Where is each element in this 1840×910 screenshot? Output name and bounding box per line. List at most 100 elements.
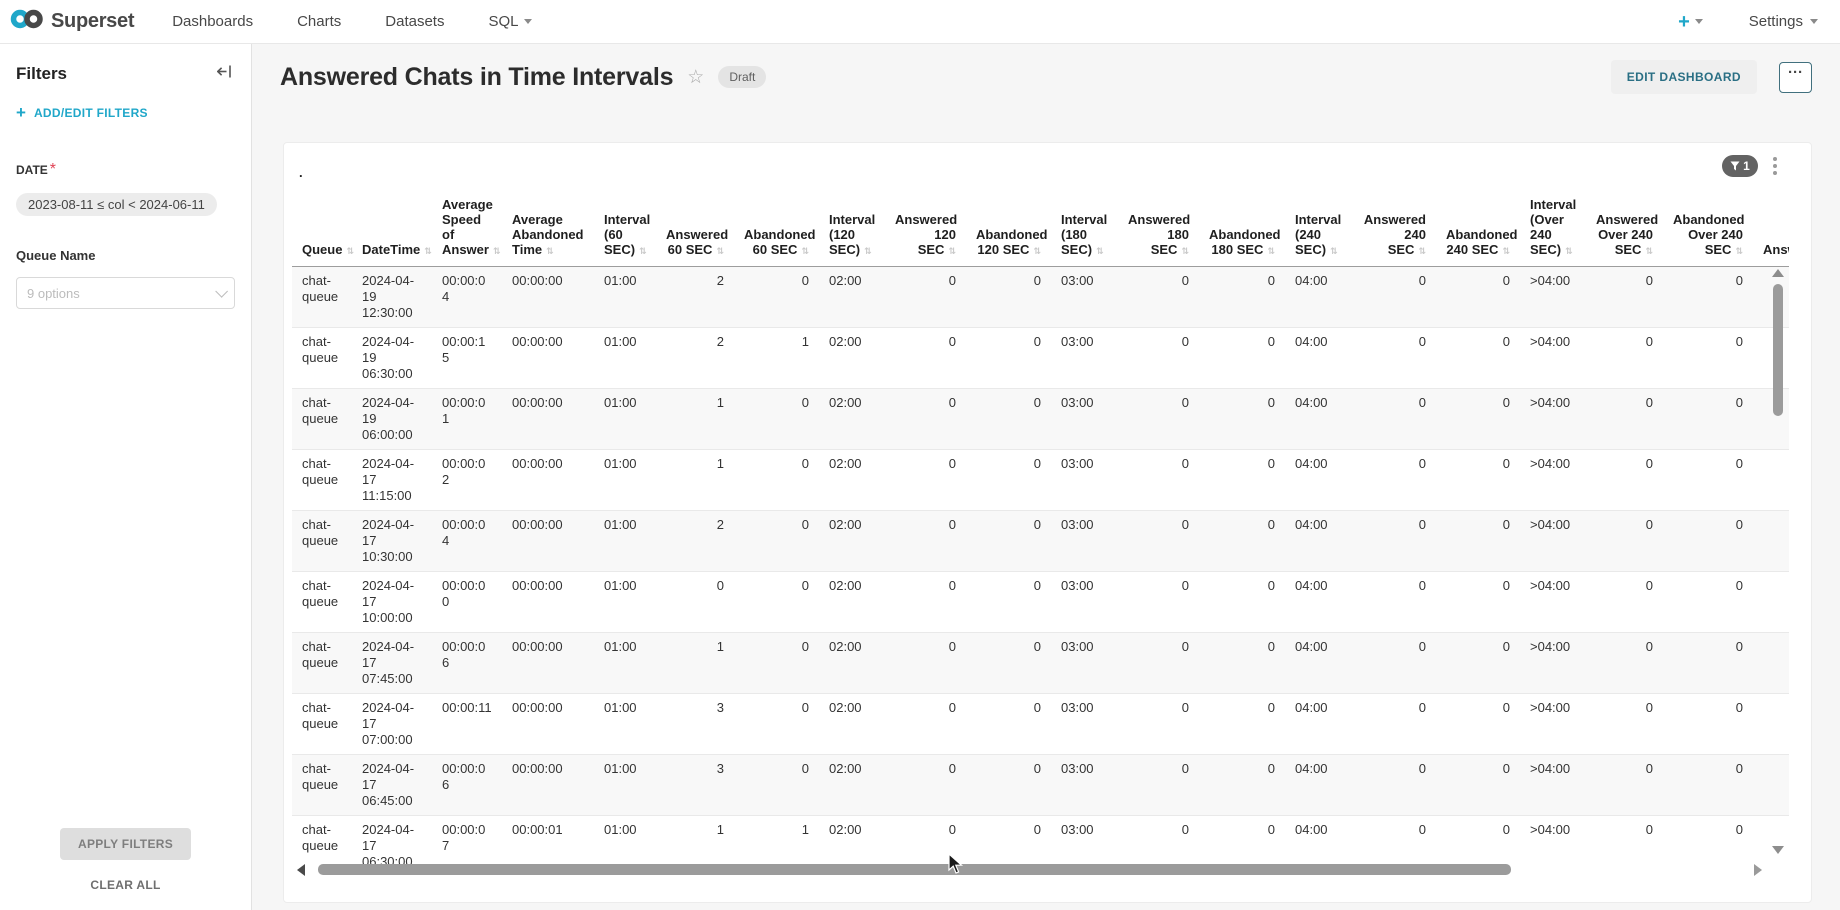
column-header-answered-240-sec[interactable]: Answered 240 SEC ⇅: [1353, 191, 1436, 267]
table-cell: 0: [885, 327, 966, 389]
filter-count-value: 1: [1743, 159, 1750, 173]
column-header-abandoned-240-sec[interactable]: Abandoned 240 SEC ⇅: [1436, 191, 1520, 267]
column-header-abandoned-over-240-sec[interactable]: Abandoned Over 240 SEC ⇅: [1663, 191, 1753, 267]
column-header-average-speed-of-answer[interactable]: Average Speed of Answer ⇅: [432, 191, 502, 267]
table-cell: [1753, 449, 1789, 511]
sort-icon[interactable]: ⇅: [546, 247, 554, 257]
table-cell: 0: [1586, 449, 1663, 511]
column-header-datetime[interactable]: DateTime ⇅: [352, 191, 432, 267]
table-cell: 2024-04- 19 06:30:00: [352, 327, 432, 389]
nav-right: + Settings: [1678, 12, 1840, 32]
column-header-interval-240-sec-[interactable]: Interval (240 SEC) ⇅: [1285, 191, 1353, 267]
table-cell: 00:00:00: [502, 754, 594, 816]
sort-icon[interactable]: ⇅: [948, 247, 956, 257]
table-cell: 0: [1118, 815, 1199, 864]
column-header-answered-120-sec[interactable]: Answered 120 SEC ⇅: [885, 191, 966, 267]
column-header-interval-120-sec-[interactable]: Interval (120 SEC) ⇅: [819, 191, 885, 267]
table-cell: 02:00: [819, 571, 885, 633]
sort-icon[interactable]: ⇅: [639, 247, 647, 257]
column-header-abandoned-180-sec[interactable]: Abandoned 180 SEC ⇅: [1199, 191, 1285, 267]
column-header-abandoned-60-sec[interactable]: Abandoned 60 SEC ⇅: [734, 191, 819, 267]
nav-item-charts[interactable]: Charts: [297, 13, 342, 30]
apply-filters-button[interactable]: APPLY FILTERS: [59, 828, 192, 860]
add-edit-filters-button[interactable]: + ADD/EDIT FILTERS: [0, 84, 251, 121]
table-cell: 03:00: [1051, 571, 1118, 633]
table-cell: 00:00:00: [502, 327, 594, 389]
scroll-down-arrow[interactable]: [1772, 846, 1784, 854]
favorite-star-icon[interactable]: ☆: [687, 66, 705, 88]
sort-icon[interactable]: ⇅: [864, 247, 872, 257]
table-cell: 00:00:00: [502, 388, 594, 450]
scroll-right-arrow[interactable]: [1754, 864, 1762, 876]
column-header-answered[interactable]: Answered⇅: [1753, 191, 1789, 267]
column-header-answered-180-sec[interactable]: Answered 180 SEC ⇅: [1118, 191, 1199, 267]
edit-dashboard-button[interactable]: EDIT DASHBOARD: [1610, 60, 1757, 94]
sort-icon[interactable]: ⇅: [424, 247, 432, 257]
table-cell: [1753, 632, 1789, 694]
table-cell: 0: [1353, 632, 1436, 694]
column-header-queue[interactable]: Queue ⇅: [292, 191, 355, 267]
table-cell: 01:00: [594, 388, 656, 450]
column-header-abandoned-120-sec[interactable]: Abandoned 120 SEC ⇅: [966, 191, 1051, 267]
queue-filter-label: Queue Name: [16, 248, 96, 263]
scroll-left-arrow[interactable]: [297, 864, 305, 876]
nav-item-dashboards[interactable]: Dashboards: [172, 13, 254, 30]
sort-icon[interactable]: ⇅: [492, 247, 501, 257]
sort-icon[interactable]: ⇅: [346, 247, 355, 257]
table-cell: 0: [1436, 815, 1520, 864]
nav-item-sql[interactable]: SQL: [488, 13, 533, 30]
column-header-answered-over-240-sec[interactable]: Answered Over 240 SEC ⇅: [1586, 191, 1663, 267]
column-header-interval-over-240-sec-[interactable]: Interval (Over 240 SEC) ⇅: [1520, 191, 1586, 267]
table-cell: 0: [1199, 754, 1285, 816]
sort-icon[interactable]: ⇅: [1502, 247, 1510, 257]
table-cell: 2: [656, 510, 734, 572]
sort-icon[interactable]: ⇅: [1033, 247, 1041, 257]
clear-all-button[interactable]: CLEAR ALL: [90, 878, 161, 892]
table-cell: 01:00: [594, 571, 656, 633]
table-cell: 0: [1586, 754, 1663, 816]
settings-menu[interactable]: Settings: [1749, 13, 1818, 30]
table-cell: chat-queue: [292, 510, 352, 572]
applied-filters-badge[interactable]: 1: [1722, 155, 1758, 177]
table-cell: 0: [966, 449, 1051, 511]
sort-icon[interactable]: ⇅: [1181, 247, 1189, 257]
dashboard-menu-button[interactable]: ···: [1779, 61, 1812, 93]
nav-item-datasets[interactable]: Datasets: [385, 13, 445, 30]
superset-logo[interactable]: Superset: [0, 8, 148, 35]
table-row: chat-queue 2024-04- 19 12:30:00 00:00:04 00…: [292, 266, 1789, 328]
column-label: Interval (240 SEC): [1295, 212, 1342, 257]
collapse-sidebar-icon[interactable]: [216, 64, 233, 84]
table-cell: 0: [1199, 327, 1285, 389]
dashboard-title: Answered Chats in Time Intervals: [280, 62, 674, 91]
table-cell: 2024-04- 17 11:15:00: [352, 449, 432, 511]
table-cell: 0: [966, 815, 1051, 864]
table-row: chat-queue 2024-04- 17 11:15:00 00:00:02 00…: [292, 449, 1789, 511]
table-cell: 01:00: [594, 266, 656, 328]
column-header-interval-180-sec-[interactable]: Interval (180 SEC) ⇅: [1051, 191, 1118, 267]
table-cell: 0: [1353, 449, 1436, 511]
table-cell: 0: [1118, 754, 1199, 816]
sort-icon[interactable]: ⇅: [1330, 247, 1338, 257]
table-cell: 0: [1118, 266, 1199, 328]
sort-icon[interactable]: ⇅: [1645, 247, 1653, 257]
sort-icon[interactable]: ⇅: [1565, 247, 1573, 257]
sort-icon[interactable]: ⇅: [1418, 247, 1426, 257]
vertical-scrollbar-thumb[interactable]: [1773, 284, 1783, 416]
column-header-answered-60-sec[interactable]: Answered 60 SEC ⇅: [656, 191, 734, 267]
sort-icon[interactable]: ⇅: [716, 247, 724, 257]
table-cell: 1: [656, 632, 734, 694]
date-filter-chip[interactable]: 2023-08-11 ≤ col < 2024-06-11: [16, 193, 217, 216]
table-cell: 0: [1353, 815, 1436, 864]
sort-icon[interactable]: ⇅: [1735, 247, 1743, 257]
queue-name-select[interactable]: 9 options: [16, 277, 235, 309]
scroll-up-arrow[interactable]: [1772, 269, 1784, 277]
chart-kebab-menu-icon[interactable]: [1771, 155, 1779, 177]
column-header-interval-60-sec-[interactable]: Interval (60 SEC) ⇅: [594, 191, 656, 267]
sort-icon[interactable]: ⇅: [801, 247, 809, 257]
new-item-dropdown[interactable]: +: [1678, 12, 1703, 32]
table-cell: 03:00: [1051, 693, 1118, 755]
column-header-average-abandoned-time[interactable]: Average Abandoned Time ⇅: [502, 191, 594, 267]
sort-icon[interactable]: ⇅: [1267, 247, 1275, 257]
horizontal-scrollbar-thumb[interactable]: [318, 864, 1511, 875]
sort-icon[interactable]: ⇅: [1096, 247, 1104, 257]
